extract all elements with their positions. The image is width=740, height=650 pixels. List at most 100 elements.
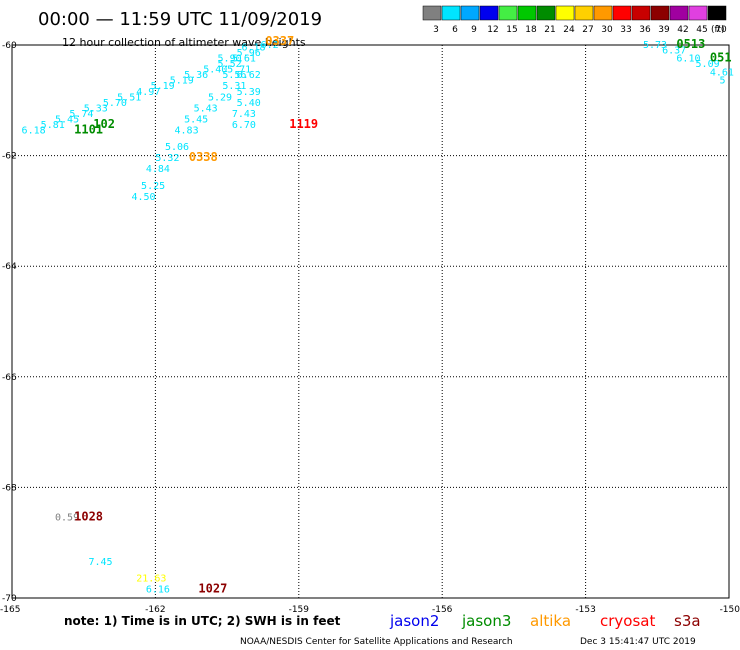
- generated-timestamp: Dec 3 15:41:47 UTC 2019: [580, 637, 696, 647]
- pass-time-label: 1119: [289, 117, 318, 131]
- lat-label: -66: [2, 373, 17, 383]
- pass-time-label: 0338: [189, 150, 218, 164]
- legend-swatch: [422, 5, 442, 21]
- wave-height-label: 6.37: [662, 45, 686, 56]
- legend-swatch: [498, 5, 518, 21]
- satellite-jason3: jason3: [461, 612, 511, 630]
- wave-height-label: 4.84: [146, 164, 170, 175]
- legend-swatch: [536, 5, 556, 21]
- map-title: 00:00 — 11:59 UTC 11/09/2019: [38, 9, 322, 30]
- legend-swatch: [650, 5, 670, 21]
- wave-height-label: 5.70: [103, 98, 127, 109]
- wave-height-label: 5.19: [151, 81, 175, 92]
- legend-swatch: [707, 5, 727, 21]
- wave-height-legend: 3 6 9 12 15 18 21 24 27 30 33 36 39 42 45 70: [422, 5, 727, 35]
- wave-height-label: 5.31: [222, 81, 246, 92]
- lat-label: -62: [2, 152, 17, 162]
- wave-height-label: 5.52: [218, 59, 242, 70]
- wave-height-label: 5.61: [232, 54, 256, 65]
- pass-time-label: 0513: [676, 37, 705, 51]
- wave-height-label: 4.97: [136, 87, 160, 98]
- satellite-altika: altika: [530, 612, 571, 630]
- wave-height-label: 7.43: [232, 109, 256, 120]
- legend-swatch: [593, 5, 613, 21]
- wave-height-label: 5.43: [194, 103, 218, 114]
- satellite-s3a: s3a: [674, 612, 701, 630]
- satellite-jason2: jason2: [389, 612, 439, 630]
- wave-height-label: 6.10: [676, 54, 700, 65]
- wave-height-label: 5.29: [208, 92, 232, 103]
- wave-height-label: 5.90: [218, 54, 242, 65]
- wave-height-label: 5.81: [41, 120, 65, 131]
- wave-height-points: 6.185.815.455.745.335.705.514.975.195.19…: [22, 40, 734, 596]
- wave-height-label: 5.45: [55, 114, 79, 125]
- wave-height-label: 5.40: [237, 98, 261, 109]
- lat-label: -70: [2, 594, 17, 604]
- legend-swatch: [688, 5, 708, 21]
- plot-frame: [11, 44, 730, 599]
- lon-label: -156: [432, 605, 453, 615]
- wave-height-label: 5.51: [117, 92, 141, 103]
- legend-swatch: [555, 5, 575, 21]
- wave-height-label: 6.16: [146, 584, 170, 595]
- wave-height-label: 5.73: [643, 40, 667, 51]
- wave-height-label: 5.74: [69, 109, 93, 120]
- lon-label: -150: [720, 605, 740, 615]
- lon-label: -165: [0, 605, 20, 615]
- wave-height-label: 5.09: [696, 59, 720, 70]
- wave-height-label: 21.63: [136, 573, 166, 584]
- wave-height-label: 5.36: [184, 70, 208, 81]
- legend-swatch: [479, 5, 499, 21]
- wave-height-label: 5.45: [184, 114, 208, 125]
- pass-time-label: 1101: [74, 122, 103, 136]
- wave-height-label: 5.33: [84, 103, 108, 114]
- legend-label: 30: [601, 25, 613, 35]
- lon-label: -153: [575, 605, 595, 615]
- legend-swatch: [631, 5, 651, 21]
- wave-height-label: 5.25: [141, 181, 165, 192]
- legend-label: 45: [696, 25, 707, 35]
- lon-label: -159: [289, 605, 310, 615]
- wave-height-label: 5: [719, 76, 725, 87]
- latitude-labels: -60 -62 -64 -66 -68 -70: [2, 41, 17, 604]
- graticule: [12, 45, 729, 598]
- wave-height-label: 7.45: [88, 557, 112, 568]
- wave-height-label: 6.62: [237, 70, 261, 81]
- lat-label: -60: [2, 41, 17, 51]
- lat-label: -68: [2, 483, 17, 493]
- wave-height-label: 5.39: [237, 87, 261, 98]
- wave-height-label: 5.40: [203, 65, 227, 76]
- pass-time-label: 102: [93, 117, 115, 131]
- wave-height-label: 4.83: [175, 125, 199, 136]
- legend-label: 12: [487, 25, 498, 35]
- pass-time-label: 1028: [74, 510, 103, 524]
- legend-swatch: [517, 5, 537, 21]
- legend-unit: (ft): [711, 25, 725, 35]
- legend-label: 42: [677, 25, 688, 35]
- wave-height-label: 4.50: [132, 192, 156, 203]
- legend-label: 33: [620, 25, 631, 35]
- legend-swatch: [669, 5, 689, 21]
- wave-height-label: 6.2: [261, 40, 279, 51]
- wave-height-label: 5.71: [227, 65, 251, 76]
- wave-height-label: 5.56: [222, 70, 246, 81]
- units-note: note: 1) Time is in UTC; 2) SWH is in fe…: [64, 614, 341, 628]
- legend-swatch: [612, 5, 632, 21]
- pass-time-label: 051: [710, 51, 732, 65]
- legend-label: 3: [433, 25, 439, 35]
- wave-height-label: 6.18: [241, 43, 265, 54]
- legend-label: 39: [658, 25, 670, 35]
- legend-label: 27: [582, 25, 593, 35]
- legend-swatch: [441, 5, 461, 21]
- legend-label: 9: [471, 25, 477, 35]
- wave-height-label: 5.19: [170, 76, 194, 87]
- lon-label: -162: [145, 605, 165, 615]
- satellite-key: jason2 jason3 altika cryosat s3a: [389, 612, 701, 630]
- wave-height-label: 6.70: [232, 120, 256, 131]
- legend-label: 36: [639, 25, 651, 35]
- lat-label: -64: [2, 262, 17, 272]
- pass-time-label: 1027: [198, 581, 227, 595]
- wave-height-label: 0.59: [55, 513, 79, 524]
